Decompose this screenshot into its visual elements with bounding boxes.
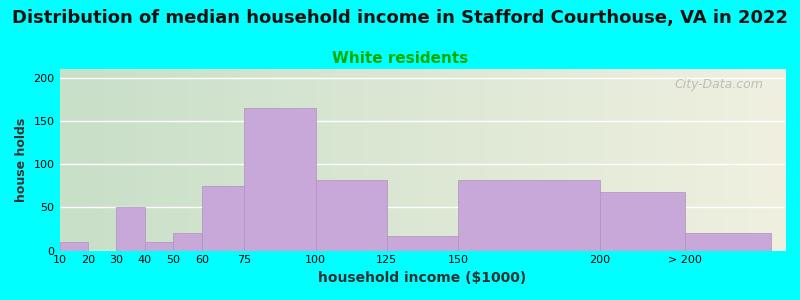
Bar [386, 236, 458, 250]
Text: White residents: White residents [332, 51, 468, 66]
Bar [145, 242, 174, 250]
X-axis label: household income ($1000): household income ($1000) [318, 271, 526, 285]
Bar [600, 192, 686, 250]
Bar [686, 233, 770, 250]
Y-axis label: house holds: house holds [15, 118, 28, 202]
Text: City-Data.com: City-Data.com [674, 78, 763, 91]
Bar [117, 207, 145, 250]
Bar [315, 180, 386, 250]
Bar [202, 186, 245, 250]
Bar [174, 233, 202, 250]
Bar [458, 180, 600, 250]
Bar [245, 108, 315, 250]
Bar [59, 242, 88, 250]
Text: Distribution of median household income in Stafford Courthouse, VA in 2022: Distribution of median household income … [12, 9, 788, 27]
